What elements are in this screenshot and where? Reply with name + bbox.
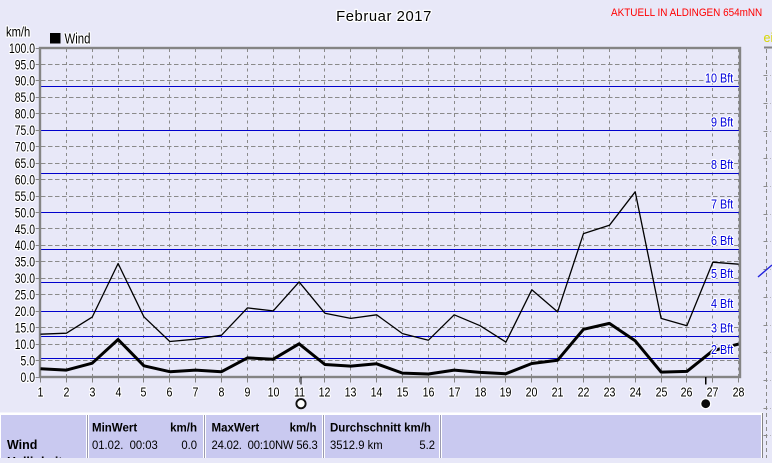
svg-text:100.0: 100.0 bbox=[9, 41, 35, 57]
svg-text:12: 12 bbox=[319, 384, 331, 399]
svg-text:35.0: 35.0 bbox=[15, 254, 36, 270]
svg-text:Durchschnitt km/h: Durchschnitt km/h bbox=[330, 423, 431, 435]
svg-text:3512.9 km: 3512.9 km bbox=[330, 437, 383, 452]
svg-text:0.0: 0.0 bbox=[21, 370, 36, 386]
svg-text:Wind: Wind bbox=[65, 30, 91, 47]
svg-text:17: 17 bbox=[449, 384, 461, 399]
svg-text:15: 15 bbox=[397, 384, 409, 399]
svg-text:10: 10 bbox=[268, 384, 280, 399]
svg-text:3 Bft: 3 Bft bbox=[711, 322, 734, 336]
svg-text:0.0: 0.0 bbox=[181, 437, 197, 452]
svg-text:45.0: 45.0 bbox=[15, 221, 36, 237]
svg-text:2: 2 bbox=[64, 384, 70, 399]
svg-text:25.0: 25.0 bbox=[15, 287, 36, 303]
svg-text:1: 1 bbox=[38, 384, 44, 399]
svg-text:50.0: 50.0 bbox=[15, 205, 36, 221]
svg-text:MaxWert: MaxWert bbox=[212, 423, 260, 435]
svg-text:6: 6 bbox=[167, 384, 173, 399]
svg-text:MinWert: MinWert bbox=[92, 423, 137, 435]
svg-text:16: 16 bbox=[423, 384, 435, 399]
svg-text:Februar 2017: Februar 2017 bbox=[336, 9, 432, 25]
svg-text:24.02. 00:10NW 56.3: 24.02. 00:10NW 56.3 bbox=[212, 437, 319, 452]
svg-text:30.0: 30.0 bbox=[15, 271, 36, 287]
svg-text:2 Bft: 2 Bft bbox=[711, 343, 734, 357]
svg-text:5.0: 5.0 bbox=[21, 353, 36, 369]
svg-text:ein: ein bbox=[764, 31, 772, 45]
svg-text:10.0: 10.0 bbox=[15, 337, 36, 353]
svg-text:70.0: 70.0 bbox=[15, 139, 36, 155]
svg-text:85.0: 85.0 bbox=[15, 90, 36, 106]
svg-text:80.0: 80.0 bbox=[15, 106, 36, 122]
svg-text:km/h: km/h bbox=[6, 25, 30, 40]
svg-text:40.0: 40.0 bbox=[15, 238, 36, 254]
svg-text:95.0: 95.0 bbox=[15, 57, 36, 73]
svg-text:75.0: 75.0 bbox=[15, 123, 36, 139]
svg-text:km/h: km/h bbox=[170, 423, 197, 435]
svg-text:27: 27 bbox=[707, 384, 719, 399]
svg-text:AKTUELL IN ALDINGEN 654mNN: AKTUELL IN ALDINGEN 654mNN bbox=[611, 8, 762, 19]
svg-text:23: 23 bbox=[604, 384, 616, 399]
svg-text:55.0: 55.0 bbox=[15, 189, 36, 205]
svg-text:65.0: 65.0 bbox=[15, 156, 36, 172]
svg-text:21: 21 bbox=[552, 384, 564, 399]
svg-text:Helligkeit: Helligkeit bbox=[7, 454, 63, 458]
svg-text:9 Bft: 9 Bft bbox=[711, 116, 734, 130]
svg-text:9: 9 bbox=[245, 384, 251, 399]
svg-text:7 Bft: 7 Bft bbox=[711, 197, 734, 211]
svg-text:8: 8 bbox=[219, 384, 225, 399]
svg-text:10 Bft: 10 Bft bbox=[705, 72, 734, 86]
svg-text:14: 14 bbox=[371, 384, 383, 399]
svg-text:5: 5 bbox=[141, 384, 147, 399]
svg-text:60.0: 60.0 bbox=[15, 172, 36, 188]
svg-text:5.2: 5.2 bbox=[419, 437, 435, 452]
svg-text:01.02. 00:03: 01.02. 00:03 bbox=[92, 437, 158, 452]
svg-text:13: 13 bbox=[345, 384, 357, 399]
svg-text:Wind: Wind bbox=[7, 437, 37, 452]
svg-text:24: 24 bbox=[630, 384, 642, 399]
svg-text:20.0: 20.0 bbox=[15, 304, 36, 320]
svg-text:20: 20 bbox=[526, 384, 538, 399]
svg-text:15.0: 15.0 bbox=[15, 320, 36, 336]
svg-text:26: 26 bbox=[681, 384, 693, 399]
svg-text:3: 3 bbox=[90, 384, 96, 399]
svg-text:11: 11 bbox=[294, 384, 305, 399]
svg-text:7: 7 bbox=[193, 384, 199, 399]
svg-text:8 Bft: 8 Bft bbox=[711, 158, 734, 172]
svg-text:25: 25 bbox=[656, 384, 668, 399]
svg-text:km/h: km/h bbox=[290, 423, 317, 435]
svg-text:19: 19 bbox=[500, 384, 512, 399]
svg-text:28: 28 bbox=[733, 384, 745, 399]
svg-text:4 Bft: 4 Bft bbox=[711, 297, 734, 311]
svg-text:5 Bft: 5 Bft bbox=[711, 267, 734, 281]
svg-text:18: 18 bbox=[475, 384, 487, 399]
svg-text:4: 4 bbox=[116, 384, 122, 399]
svg-text:22: 22 bbox=[578, 384, 590, 399]
svg-text:90.0: 90.0 bbox=[15, 73, 36, 89]
svg-text:6 Bft: 6 Bft bbox=[711, 234, 734, 248]
